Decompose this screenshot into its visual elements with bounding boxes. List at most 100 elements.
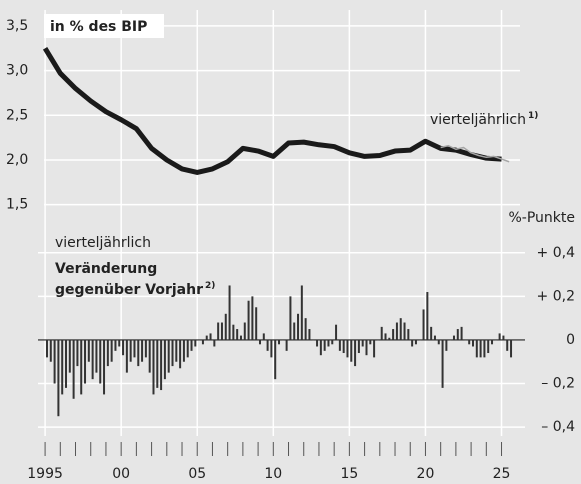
- bar: [179, 339, 182, 369]
- bar: [323, 339, 326, 351]
- y-axis-label: %-Punkte: [508, 210, 575, 226]
- bar: [129, 339, 132, 362]
- bar: [380, 326, 383, 340]
- bar: [167, 339, 170, 373]
- bar: [258, 339, 261, 345]
- bar: [144, 339, 147, 358]
- bar: [403, 322, 406, 340]
- bar: [502, 335, 505, 340]
- x-tick-label: 20: [417, 466, 435, 482]
- bar: [95, 339, 98, 373]
- x-tick-label: 05: [188, 466, 206, 482]
- bar: [297, 313, 300, 340]
- bar: [198, 339, 201, 341]
- bar: [278, 339, 281, 345]
- bar: [350, 339, 353, 362]
- bar: [384, 333, 387, 340]
- bar: [460, 326, 463, 340]
- bar-title-text: gegenüber Vorjahr: [55, 282, 203, 298]
- bar: [308, 329, 311, 340]
- bar: [262, 333, 265, 340]
- bar: [270, 339, 273, 358]
- bar: [418, 339, 421, 341]
- annotation-box: [44, 14, 164, 38]
- bar: [91, 339, 94, 380]
- bar: [414, 339, 417, 345]
- x-tick-label: 1995: [27, 466, 63, 482]
- bar-title-note: 2): [205, 281, 215, 291]
- bar: [449, 339, 452, 341]
- bar: [327, 339, 330, 347]
- y-tick-label: + 0,2: [537, 288, 575, 304]
- x-tick-label: 10: [264, 466, 282, 482]
- bar: [376, 339, 379, 341]
- bar: [388, 337, 391, 340]
- bar: [475, 339, 478, 358]
- bar: [137, 339, 140, 367]
- bar: [354, 339, 357, 367]
- bar: [190, 339, 193, 351]
- bar: [338, 339, 341, 351]
- bar: [152, 339, 155, 395]
- bar: [205, 335, 208, 340]
- bar: [365, 339, 368, 356]
- bar: [373, 339, 376, 358]
- bar: [437, 339, 440, 345]
- bar: [487, 339, 490, 354]
- bar: [331, 339, 334, 345]
- bar: [346, 339, 349, 358]
- bar: [84, 339, 87, 384]
- bar: [369, 339, 372, 345]
- bar: [68, 339, 71, 373]
- bar: [510, 339, 513, 358]
- bar: [65, 339, 68, 388]
- bar: [186, 339, 189, 358]
- bar: [133, 339, 136, 358]
- annotation: in % des BIP: [50, 19, 147, 35]
- bar: [114, 339, 117, 351]
- bar: [506, 339, 509, 351]
- bar: [445, 339, 448, 351]
- bar: [312, 339, 315, 341]
- bar-title: gegenüber Vorjahr 2): [55, 281, 215, 299]
- bar: [148, 339, 151, 373]
- bar: [251, 296, 254, 340]
- bar: [163, 339, 166, 380]
- bar: [236, 329, 239, 340]
- bar: [266, 339, 269, 351]
- y-tick-label: 3,0: [6, 63, 28, 79]
- bar: [441, 339, 444, 388]
- bar: [217, 322, 220, 340]
- bar: [87, 339, 90, 362]
- bar: [72, 339, 75, 399]
- bar: [194, 339, 197, 347]
- bar: [118, 339, 121, 347]
- bar: [76, 339, 79, 367]
- bar: [433, 335, 436, 340]
- y-tick-label: 2,0: [6, 152, 28, 168]
- bar: [61, 339, 64, 395]
- bar: [399, 318, 402, 340]
- bar: [243, 322, 246, 340]
- bar: [80, 339, 83, 395]
- y-tick-label: 3,5: [6, 18, 28, 34]
- bar: [407, 329, 410, 340]
- bar: [125, 339, 128, 373]
- bar: [106, 339, 109, 367]
- x-tick-label: 00: [112, 466, 130, 482]
- bar: [49, 339, 52, 362]
- bar: [319, 339, 322, 356]
- bar: [224, 313, 227, 340]
- bar: [45, 339, 48, 358]
- bar: [57, 339, 60, 417]
- bar: [209, 333, 212, 340]
- bar: [141, 339, 144, 362]
- bar: [491, 339, 494, 345]
- bar: [456, 329, 459, 340]
- bar: [479, 339, 482, 358]
- bar: [281, 339, 284, 341]
- bar: [300, 285, 303, 340]
- bar: [395, 322, 398, 340]
- bar: [103, 339, 106, 395]
- bar: [293, 322, 296, 340]
